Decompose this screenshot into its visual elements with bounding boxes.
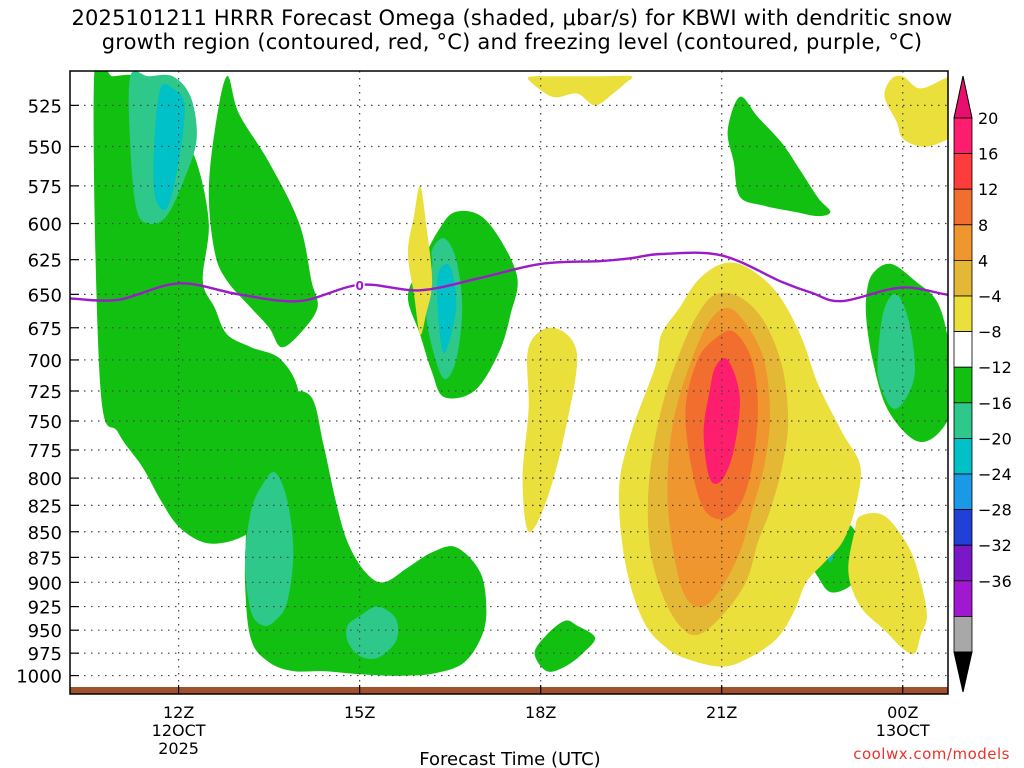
omega-region-neg8: [226, 391, 487, 676]
plot-frame: [69, 70, 949, 695]
omega-region-4: [848, 512, 927, 654]
x-axis-label: Forecast Time (UTC): [419, 749, 600, 768]
colorbar-label: −4: [978, 287, 1002, 306]
y-tick-label: 600: [28, 215, 62, 236]
y-tick-label: 850: [28, 523, 62, 544]
x-tick-label: 00Z: [887, 703, 918, 722]
y-tick-label: 975: [28, 644, 62, 665]
colorbar-label: −28: [978, 501, 1012, 520]
colorbar-swatch: [953, 295, 973, 332]
y-tick-label: 550: [28, 138, 62, 159]
y-tick-label: 775: [28, 441, 62, 462]
colorbar-swatch: [953, 224, 973, 261]
y-tick-label: 750: [28, 412, 62, 433]
omega-region-neg8: [1004, 75, 1024, 219]
y-tick-label: 675: [28, 319, 62, 340]
omega-region-neg12: [245, 471, 294, 627]
colorbar-swatch: [953, 509, 973, 546]
y-tick-label: 875: [28, 548, 62, 569]
colorbar-label: 12: [978, 180, 998, 199]
freezing-level-label: 0: [355, 279, 363, 293]
omega-shading-layer: [93, 71, 1024, 676]
chart-title-line2: growth region (contoured, red, °C) and f…: [101, 30, 923, 54]
colorbar-top-arrow: [953, 75, 973, 119]
colorbar-label: −24: [978, 465, 1012, 484]
y-tick-label: 650: [28, 285, 62, 306]
x-tick-label: 15Z: [344, 703, 375, 722]
ground-strip: [70, 687, 948, 694]
y-tick-label: 700: [28, 351, 62, 372]
y-tick-label: 725: [28, 382, 62, 403]
colorbar-swatch: [953, 402, 973, 439]
omega-region-4: [884, 75, 948, 147]
colorbar-swatch: [953, 473, 973, 510]
y-tick-label: 825: [28, 496, 62, 517]
y-tick-label: 925: [28, 598, 62, 619]
y-tick-label: 800: [28, 469, 62, 490]
x-tick-label: 18Z: [525, 703, 556, 722]
x-tick-label: 12Z: [163, 703, 194, 722]
colorbar-swatch: [953, 437, 973, 475]
grid-lines: [70, 71, 948, 687]
x-tick-label: 21Z: [706, 703, 737, 722]
y-tick-label: 1000: [16, 667, 62, 688]
colorbar-swatch: [953, 117, 973, 154]
omega-region-4: [527, 75, 633, 106]
omega-region-neg12: [877, 293, 915, 409]
colorbar-label: −12: [978, 358, 1012, 377]
y-axis: 525 550 575 600 625 650 675 700 725 750 775 800 825 8…: [16, 96, 79, 688]
colorbar-swatch: [953, 153, 973, 190]
y-tick-label: 575: [28, 177, 62, 198]
colorbar-swatch: [953, 580, 973, 617]
colorbar-label: 20: [978, 109, 998, 128]
chart-title-line1: 2025101211 HRRR Forecast Omega (shaded, …: [71, 6, 953, 30]
colorbar-label: −8: [978, 323, 1002, 342]
colorbar-swatch: [953, 544, 973, 582]
y-tick-label: 525: [28, 96, 62, 117]
credit-text: coolwx.com/models: [853, 745, 1010, 763]
colorbar-swatch: [953, 188, 973, 226]
colorbar-label: −20: [978, 429, 1012, 448]
y-tick-label: 625: [28, 251, 62, 272]
colorbar-swatch: [953, 366, 973, 404]
colorbar-label: 16: [978, 145, 998, 164]
colorbar-swatch: [953, 331, 973, 368]
freezing-level-layer: 0: [70, 251, 948, 303]
colorbar-bottom-arrow: [953, 651, 973, 693]
freezing-label-bg: [354, 277, 365, 292]
omega-region-neg8: [534, 620, 596, 672]
colorbar-label: −32: [978, 536, 1012, 555]
omega-region-4: [522, 327, 578, 533]
x-tick-date: 13OCT: [876, 721, 930, 740]
chart-title: 2025101211 HRRR Forecast Omega (shaded, …: [0, 6, 1024, 54]
colorbar-label: 4: [978, 251, 988, 270]
colorbar-swatch: [953, 616, 973, 653]
colorbar-label: 8: [978, 216, 988, 235]
x-tick-date: 12OCT: [152, 721, 206, 740]
colorbar: 20 16 12 8 4 −4 −8 −12 −16 −20 −24 −28 −32 −36: [953, 75, 1012, 693]
y-tick-label: 950: [28, 621, 62, 642]
freezing-level-line: [70, 251, 948, 303]
y-tick-label: 900: [28, 573, 62, 594]
x-tick-year: 2025: [158, 739, 199, 758]
colorbar-label: −16: [978, 394, 1012, 413]
colorbar-label: −36: [978, 572, 1012, 591]
omega-region-neg8: [208, 76, 318, 348]
colorbar-swatch: [953, 259, 973, 297]
omega-region-neg8: [727, 96, 831, 217]
